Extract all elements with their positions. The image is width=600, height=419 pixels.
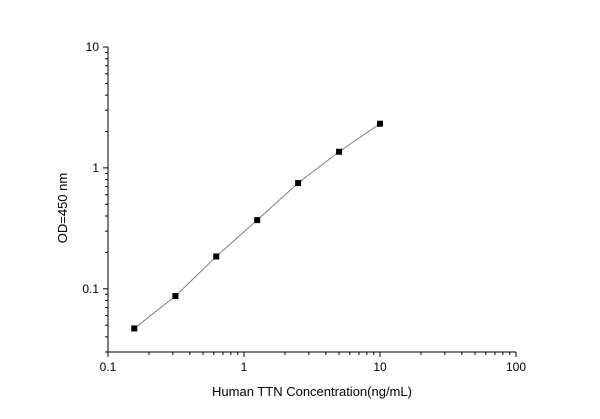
- y-axis-title: OD=450 nm: [55, 173, 70, 243]
- data-point: [213, 253, 220, 260]
- data-point: [172, 293, 179, 300]
- data-point: [336, 148, 343, 155]
- x-tick-label: 0.1: [100, 360, 117, 374]
- data-point: [131, 325, 138, 332]
- y-tick-label: 0.1: [82, 282, 99, 296]
- x-tick-labels: 0.1 1 10 100: [100, 360, 527, 374]
- fit-curve-group: [133, 123, 381, 329]
- data-point: [377, 120, 383, 127]
- x-axis-title: Human TTN Concentration(ng/mL): [212, 384, 412, 399]
- data-points: [131, 120, 383, 332]
- data-point: [295, 179, 302, 186]
- y-tick-label: 10: [86, 40, 100, 54]
- x-tick-label: 1: [241, 360, 248, 374]
- x-tick-label: 10: [373, 360, 387, 374]
- y-tick-label: 1: [92, 161, 99, 175]
- x-tick-label: 100: [506, 360, 526, 374]
- y-tick-labels: 0.1 1 10: [82, 40, 99, 296]
- fit-curve: [133, 123, 381, 329]
- axes: [103, 46, 517, 357]
- data-point: [254, 217, 261, 224]
